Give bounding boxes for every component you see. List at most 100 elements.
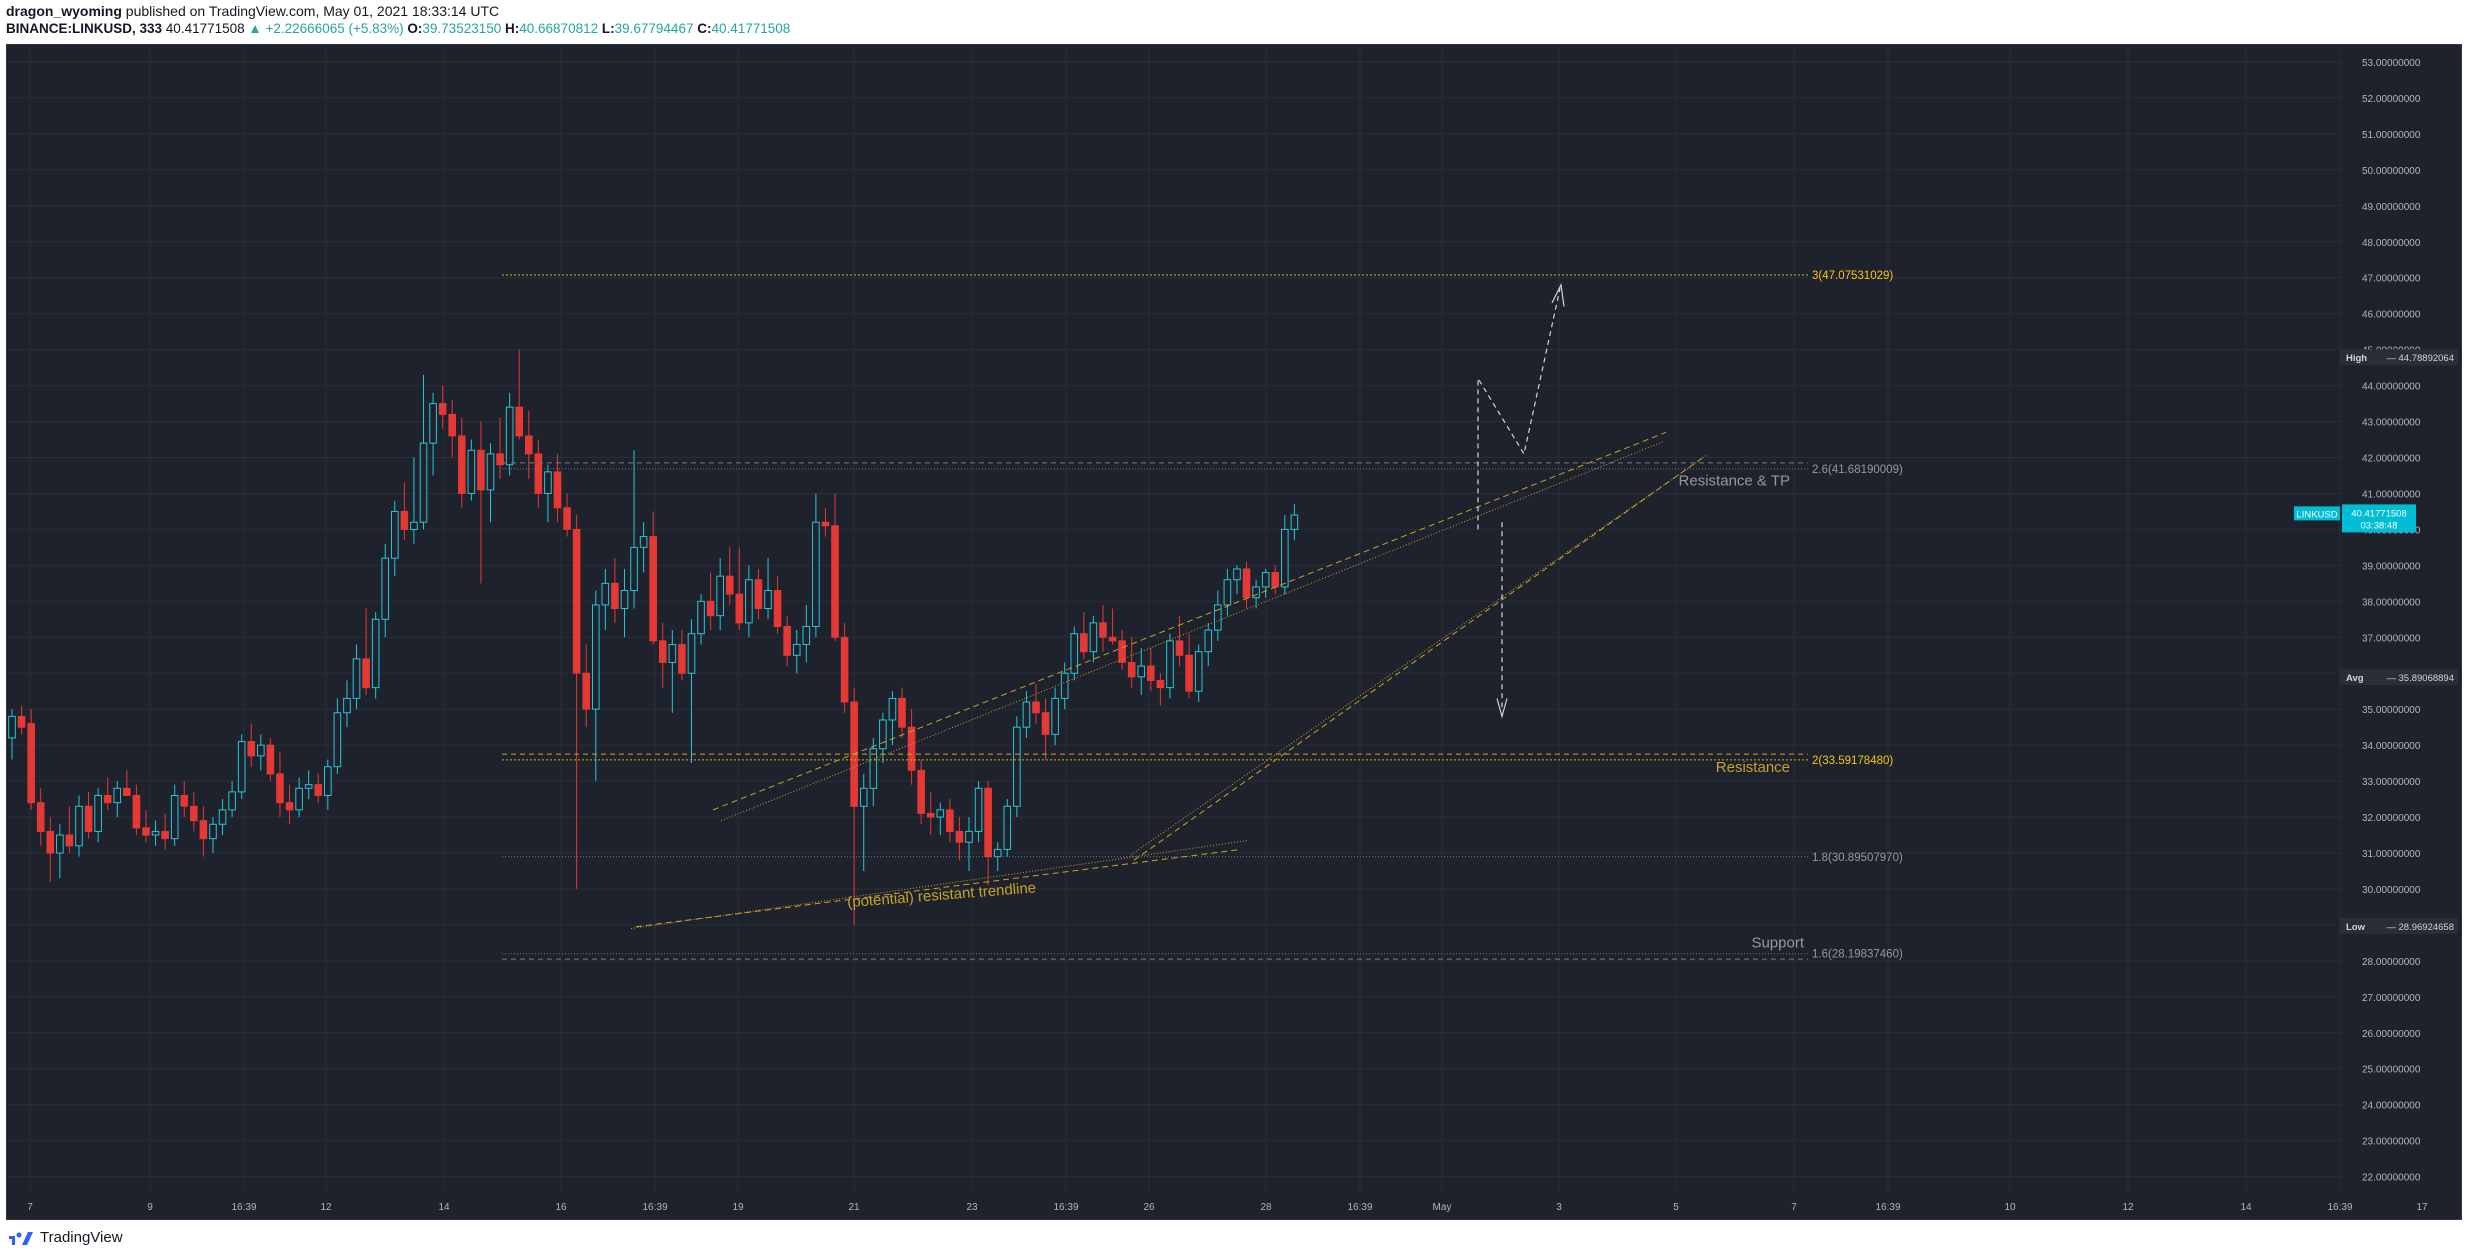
candle-down	[515, 406, 524, 437]
candle-down	[190, 805, 198, 822]
brand[interactable]: TradingView	[8, 1229, 123, 1246]
candle-down	[46, 830, 55, 854]
candle-up	[371, 618, 380, 689]
x-tick-label: 12	[320, 1202, 332, 1213]
fib-label: 2.6(41.68190009)	[1812, 464, 1903, 476]
candle-up	[295, 787, 303, 811]
x-tick-label: 7	[27, 1202, 33, 1213]
price-change: ▲ +2.22666065 (+5.83%)	[248, 21, 404, 36]
x-tick-label: 16:39	[642, 1202, 667, 1213]
x-tick-label: 19	[732, 1202, 744, 1213]
x-tick-label: 9	[147, 1202, 153, 1213]
y-tick-label: 46.00000000	[2362, 310, 2421, 321]
candle-down	[1099, 622, 1107, 638]
candle-down	[1041, 712, 1050, 735]
close-label: C:	[697, 21, 712, 36]
x-tick-label: 16:39	[1875, 1202, 1900, 1213]
fib-label: 3(47.07531029)	[1812, 270, 1893, 282]
candle-down	[142, 827, 150, 836]
candle-down	[199, 820, 208, 840]
open-label: O:	[407, 21, 423, 36]
candles	[8, 349, 1299, 925]
brand-name: TradingView	[40, 1229, 123, 1246]
candle-down	[247, 741, 256, 757]
y-tick-label: 30.00000000	[2362, 885, 2421, 896]
candle-up	[936, 809, 945, 818]
y-axis: 53.00000000 52.00000000 51.00000000 50.0000…	[2362, 58, 2421, 1184]
y-tick-label: 23.00000000	[2362, 1137, 2421, 1148]
candle-down	[285, 802, 294, 811]
candle-up	[1013, 726, 1021, 807]
y-tick-label: 39.00000000	[2362, 561, 2421, 572]
high-tag: High — 44.78892064	[2340, 349, 2458, 366]
candle-down	[534, 453, 543, 494]
high-tag-bg	[2340, 349, 2458, 366]
candle-up	[113, 787, 122, 804]
candle-up	[237, 741, 246, 793]
candle-down	[123, 787, 131, 796]
avg-tag-label: Avg	[2346, 673, 2364, 684]
candle-up	[993, 848, 1002, 858]
grid	[6, 44, 2462, 1220]
candle-down	[563, 507, 571, 530]
candle-down	[65, 834, 74, 847]
candle-up	[8, 715, 16, 739]
candle-up	[75, 805, 83, 847]
chart-header: dragon_wyoming published on TradingView.…	[0, 0, 2468, 44]
candle-up	[1060, 672, 1069, 699]
x-tick-label: 10	[2004, 1202, 2016, 1213]
candle-down	[1080, 633, 1088, 653]
candle-up	[668, 643, 677, 663]
candle-down	[582, 672, 591, 710]
candle-up	[591, 604, 600, 710]
candle-up	[620, 590, 629, 610]
low-tag-label: Low	[2346, 922, 2366, 933]
candle-down	[678, 643, 686, 674]
candle-up	[974, 787, 983, 832]
candle-up	[1051, 697, 1059, 735]
x-tick-label: 16:39	[231, 1202, 256, 1213]
price-tag-countdown: 03:38:48	[2361, 520, 2398, 531]
chart-area[interactable]: 3(47.07531029) 2.6(41.68190009) 2(33.59178…	[6, 44, 2462, 1220]
candle-down	[658, 640, 667, 663]
resistance-label: Resistance	[1716, 759, 1790, 776]
candle-up	[391, 510, 399, 559]
candle-up	[429, 403, 437, 444]
price-tag-value: 40.41771508	[2351, 508, 2406, 519]
candlestick-chart[interactable]: 3(47.07531029) 2.6(41.68190009) 2(33.59178…	[6, 44, 2462, 1220]
close-value: 40.41771508	[711, 21, 791, 36]
x-tick-label: 3	[1556, 1202, 1562, 1213]
candle-up	[1252, 586, 1260, 599]
candle-down	[103, 794, 112, 804]
symbol-label: BINANCE:LINKUSD, 333	[6, 21, 163, 36]
candle-up	[716, 575, 724, 617]
high-tag-label: High	[2346, 353, 2367, 364]
y-tick-label: 27.00000000	[2362, 993, 2421, 1004]
x-tick-label: 16:39	[1347, 1202, 1372, 1213]
price-tag-bg	[2342, 504, 2416, 533]
candle-down	[362, 658, 370, 689]
candle-up	[486, 453, 495, 491]
y-tick-label: 28.00000000	[2362, 957, 2421, 968]
candle-up	[56, 834, 64, 854]
candle-down	[524, 435, 533, 455]
candle-up	[343, 697, 351, 714]
avg-tag: Avg — 35.89068894	[2340, 669, 2458, 686]
y-tick-label: 26.00000000	[2362, 1029, 2421, 1040]
candle-down	[553, 471, 562, 509]
low-value: 39.67794467	[614, 21, 694, 36]
candle-up	[1204, 629, 1213, 653]
author-name[interactable]: dragon_wyoming	[6, 3, 122, 19]
x-tick-label: 16:39	[2327, 1202, 2352, 1213]
candle-up	[170, 794, 179, 840]
candle-up	[1137, 665, 1146, 678]
candle-up	[419, 442, 428, 523]
candle-down	[926, 812, 935, 818]
candle-down	[457, 435, 466, 494]
fib-label: 1.6(28.19837460)	[1812, 949, 1903, 961]
candle-up	[630, 546, 638, 592]
candle-up	[1290, 514, 1299, 530]
x-tick-label: 16	[555, 1202, 567, 1213]
candle-down	[496, 453, 504, 466]
